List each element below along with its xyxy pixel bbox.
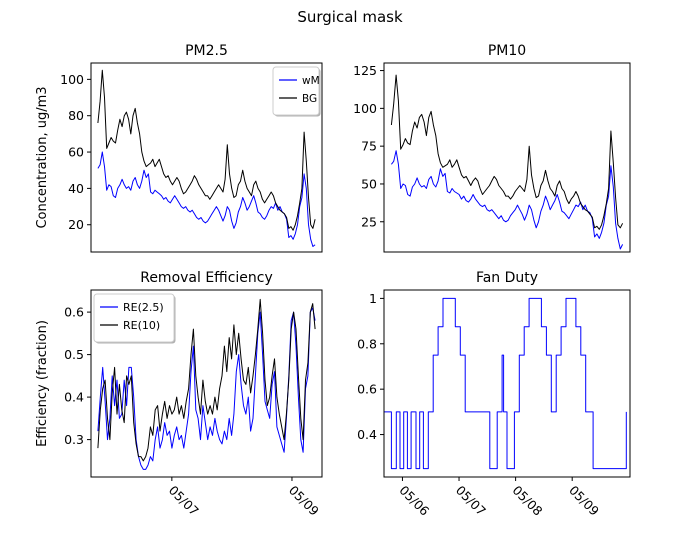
y-tick-label: 50	[361, 176, 377, 191]
y-tick-label: 60	[68, 145, 84, 160]
y-tick-label: 1	[369, 291, 377, 306]
axes-frame	[383, 289, 631, 478]
panel-pm10: PM10 25 50 75 100 125	[353, 43, 631, 253]
x-tick-label: 05/07	[166, 483, 202, 519]
y-tick-label: 0.4	[357, 427, 377, 442]
panel-title: PM2.5	[185, 43, 228, 59]
y-tick-label: 0.5	[64, 347, 84, 362]
series-line-re-2-5-	[97, 307, 316, 470]
y-tick-label: 0.8	[357, 336, 377, 351]
series-line-line-0	[391, 150, 624, 250]
legend-box	[272, 66, 320, 116]
panel-removal-efficiency: Removal Efficiency Efficiency (fraction) 0…	[35, 270, 323, 519]
panel-title: Removal Efficiency	[140, 270, 273, 286]
y-tick-label: 25	[361, 214, 377, 229]
x-tick-label: 05/06	[396, 483, 432, 519]
y-tick-label: 0.6	[357, 382, 377, 397]
y-tick-label: 125	[353, 63, 377, 78]
panel-pm25: PM2.5 Concentration, ug/m3 20 40 60 80 100 wM BG	[35, 43, 323, 253]
panel-title: Fan Duty	[476, 270, 538, 286]
y-axis-label: Efficiency (fraction)	[35, 320, 50, 447]
panel-title: PM10	[488, 43, 526, 59]
panel-fan-duty: Fan Duty 0.4 0.6 0.8 1 05/06 05/07 05/08 05/09	[357, 270, 631, 519]
y-tick-label: 20	[68, 217, 84, 232]
y-tick-label: 40	[68, 181, 84, 196]
figure-suptitle: Surgical mask	[297, 8, 403, 26]
legend-label: BG	[302, 93, 317, 105]
y-tick-label: 100	[60, 72, 84, 87]
x-tick-label: 05/08	[509, 483, 545, 519]
series-line-bg	[97, 69, 316, 231]
y-tick-label: 100	[353, 101, 377, 116]
series-line-re-10-	[97, 298, 316, 462]
axes-frame	[90, 62, 323, 253]
x-tick-label: 05/09	[286, 483, 322, 519]
series-line-line-1	[390, 74, 624, 230]
x-tick-label: 05/09	[566, 483, 602, 519]
y-tick-label: 0.3	[64, 432, 84, 447]
x-tick-label: 05/07	[453, 483, 489, 519]
series-line-wm	[97, 151, 316, 247]
legend-label: RE(2.5)	[123, 301, 164, 314]
y-tick-label: 80	[68, 108, 84, 123]
y-tick-label: 75	[361, 139, 377, 154]
legend-label: wM	[302, 75, 320, 87]
y-tick-label: 0.6	[64, 305, 84, 320]
legend-box	[93, 293, 175, 343]
series-line-line-0	[384, 297, 627, 470]
axes-frame	[90, 289, 323, 478]
y-axis-label: Concentration, ug/m3	[35, 86, 50, 228]
axes-frame	[383, 62, 631, 253]
y-tick-label: 0.4	[64, 390, 84, 405]
legend-label: RE(10)	[123, 319, 160, 332]
